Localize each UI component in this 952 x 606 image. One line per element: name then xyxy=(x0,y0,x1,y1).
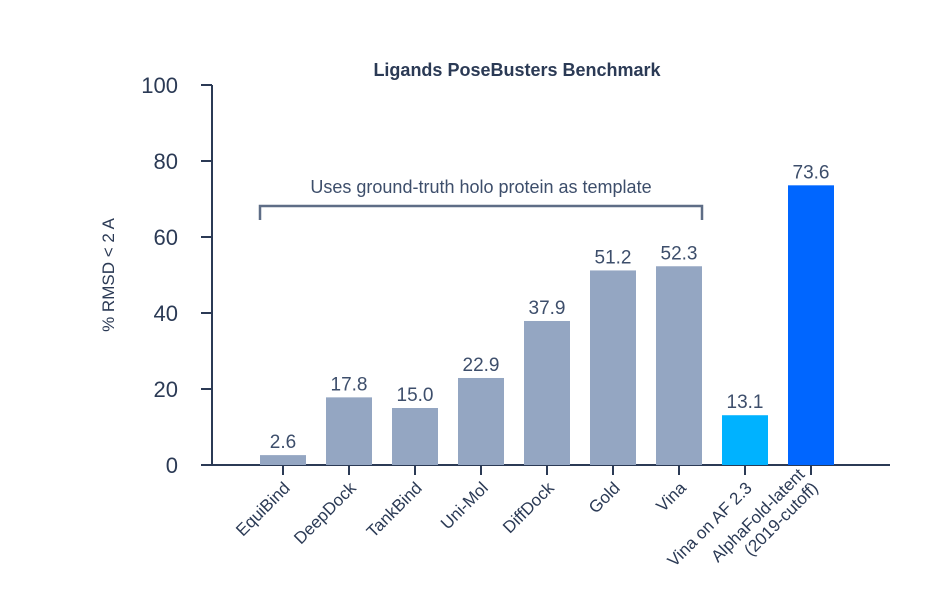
y-tick-label: 100 xyxy=(141,73,178,98)
y-tick-label: 20 xyxy=(154,377,178,402)
bar xyxy=(260,455,306,465)
x-category-label-line: DiffDock xyxy=(499,478,558,537)
bar-value-label: 52.3 xyxy=(661,243,698,264)
bar xyxy=(590,270,636,465)
x-category-label-line: Gold xyxy=(585,478,624,517)
bar xyxy=(656,266,702,465)
bar-value-label: 2.6 xyxy=(270,432,296,453)
x-category-label: EquiBind xyxy=(232,478,294,540)
x-category-label: DiffDock xyxy=(499,478,558,537)
x-category-label: Vina xyxy=(653,478,691,516)
y-tick-label: 40 xyxy=(154,301,178,326)
y-axis: 0 20 40 60 80 100 xyxy=(141,73,213,478)
bar-value-label: 22.9 xyxy=(463,355,500,376)
y-axis-label: % RMSD < 2 A xyxy=(99,217,118,332)
bar xyxy=(326,397,372,465)
y-tick-label: 0 xyxy=(166,453,178,478)
bars xyxy=(260,185,834,465)
x-category-label: DeepDock xyxy=(290,478,360,548)
bar-value-label: 73.6 xyxy=(793,162,830,183)
chart-title: Ligands PoseBusters Benchmark xyxy=(373,60,661,80)
x-category-label-line: Uni-Mol xyxy=(437,478,492,533)
template-annotation: Uses ground-truth holo protein as templa… xyxy=(258,177,704,220)
value-labels: 2.6 17.8 15.0 22.9 37.9 51.2 52.3 13.1 73.6 xyxy=(270,162,830,453)
x-category-label-line: DeepDock xyxy=(290,478,360,548)
x-category-label: Gold xyxy=(585,478,624,517)
bar-value-label: 17.8 xyxy=(331,374,368,395)
bar xyxy=(524,320,570,465)
bar xyxy=(458,377,504,465)
x-category-label: TankBind xyxy=(363,478,426,541)
bar xyxy=(722,415,768,465)
bar xyxy=(788,185,834,465)
bar-value-label: 13.1 xyxy=(727,392,764,413)
x-category-label-line: TankBind xyxy=(363,478,426,541)
x-category-label-line: EquiBind xyxy=(232,478,294,540)
bar-value-label: 15.0 xyxy=(397,385,434,406)
annotation-bracket xyxy=(258,204,704,220)
y-tick-label: 60 xyxy=(154,225,178,250)
x-category-label-line: Vina xyxy=(653,478,691,516)
bar-value-label: 51.2 xyxy=(595,247,632,268)
bar xyxy=(392,408,438,465)
annotation-text: Uses ground-truth holo protein as templa… xyxy=(310,177,651,197)
bar-value-label: 37.9 xyxy=(529,298,566,319)
x-category-label: Uni-Mol xyxy=(437,478,492,533)
y-tick-label: 80 xyxy=(154,149,178,174)
